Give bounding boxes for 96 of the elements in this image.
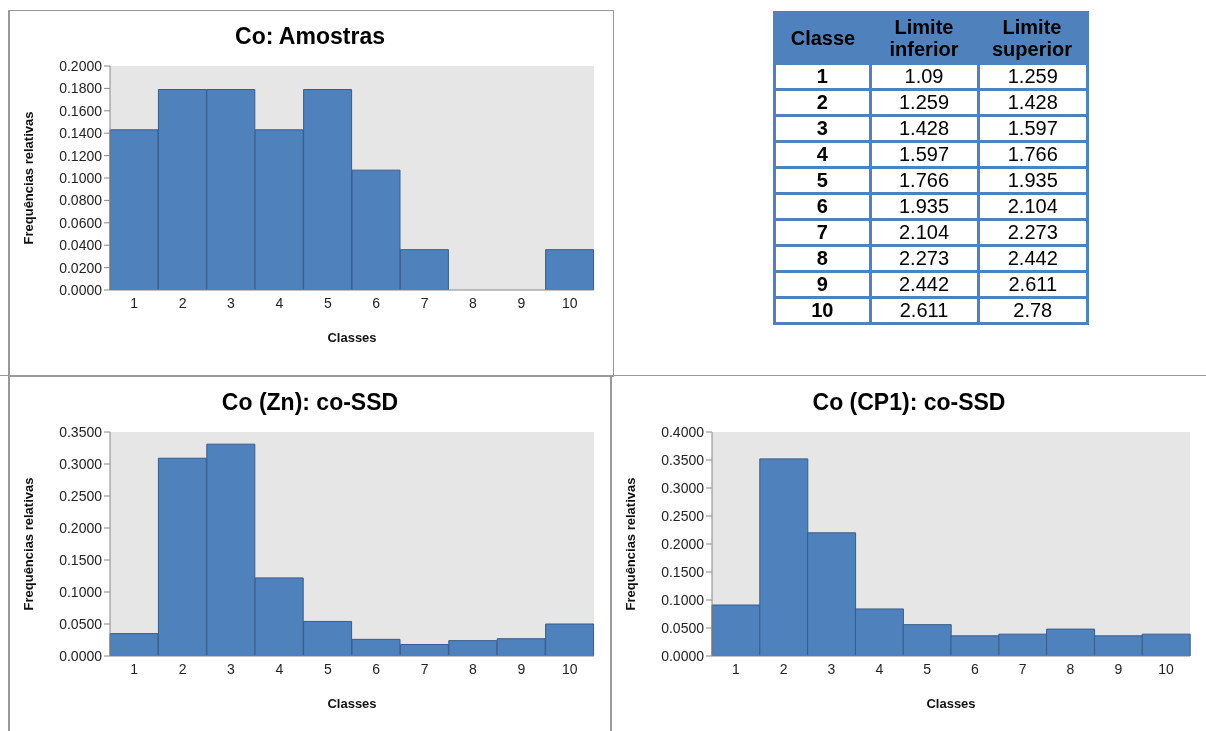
x-tick-label: 2 — [178, 294, 187, 311]
x-tick-label: 6 — [372, 660, 381, 677]
y-tick-label: 0.0000 — [661, 647, 705, 664]
x-tick-label: 1 — [130, 660, 139, 677]
chart-title: Co (CP1): co-SSD — [811, 388, 1007, 417]
data-label: 2.78 — [978, 297, 1088, 324]
chart-title: Co: Amostras — [234, 22, 386, 51]
data-label: 1.428 — [978, 89, 1088, 116]
x-tick-label: 4 — [875, 660, 884, 677]
x-tick-label: Limite superior — [978, 12, 1088, 64]
x-tick-label: 6 — [971, 660, 979, 677]
y-tick-label: 0.1600 — [59, 102, 103, 119]
data-label: 2.273 — [870, 245, 978, 272]
x-tick-label: 9 — [517, 294, 526, 311]
y-tick-label: 1 — [774, 63, 870, 90]
x-tick-label: 8 — [469, 294, 478, 311]
y-tick-label: 0.3000 — [661, 479, 705, 496]
x-tick-label: 1 — [732, 660, 740, 677]
x-tick-label: 8 — [1066, 660, 1075, 677]
y-tick-label: 8 — [774, 245, 870, 272]
x-tick-label: 1 — [130, 294, 139, 311]
data-label: 1.597 — [870, 141, 978, 168]
x-tick-label: 6 — [372, 294, 381, 311]
y-tick-label: 0.1500 — [59, 551, 103, 568]
data-label: 1.935 — [870, 193, 978, 220]
data-label: 1.259 — [978, 63, 1088, 90]
x-tick-label: 10 — [562, 660, 578, 677]
data-label: 2.611 — [978, 271, 1088, 298]
y-tick-label: 0.0400 — [59, 237, 103, 254]
data-label: 2.104 — [978, 193, 1088, 220]
x-tick-label: 8 — [469, 660, 478, 677]
data-label: 2.442 — [978, 245, 1088, 272]
y-tick-label: 0.1800 — [59, 80, 103, 97]
data-label: 1.259 — [870, 89, 978, 116]
data-label: 1.935 — [978, 167, 1088, 194]
y-tick-label: 0.1500 — [661, 563, 705, 580]
x-axis-title: Classes — [327, 696, 377, 711]
x-tick-label: 7 — [420, 660, 429, 677]
x-tick-label: 3 — [227, 294, 236, 311]
x-tick-label: 5 — [323, 660, 332, 677]
y-tick-label: 0.0800 — [59, 192, 103, 209]
x-tick-label: 9 — [517, 660, 526, 677]
y-tick-label: 0.1000 — [59, 583, 103, 600]
y-tick-label: 0.2000 — [59, 519, 103, 536]
y-axis-title: Frequências relativas — [20, 111, 36, 245]
y-axis-title: Classe — [774, 12, 870, 64]
data-label: 1.766 — [870, 167, 978, 194]
data-label: 1.09 — [870, 63, 978, 90]
y-tick-label: 0.2500 — [59, 487, 103, 504]
y-tick-label: 5 — [774, 167, 870, 194]
y-axis-title: Frequências relativas — [20, 477, 36, 611]
y-tick-label: 0.0500 — [661, 619, 705, 636]
y-tick-label: 0.2500 — [661, 507, 705, 524]
x-tick-label: 5 — [923, 660, 932, 677]
y-tick-label: 0.3500 — [59, 423, 103, 440]
y-tick-label: 0.2000 — [59, 57, 103, 74]
y-tick-label: 6 — [774, 193, 870, 220]
y-tick-label: 0.0200 — [59, 259, 103, 276]
x-tick-label: 5 — [323, 294, 332, 311]
y-tick-label: 0.1000 — [59, 169, 103, 186]
y-tick-label: 2 — [774, 89, 870, 116]
chart-title: Co (Zn): co-SSD — [220, 388, 400, 417]
y-tick-label: 0.1200 — [59, 147, 103, 164]
y-tick-label: 0.2000 — [661, 535, 705, 552]
x-tick-label: 2 — [178, 660, 187, 677]
y-tick-label: 0.0500 — [59, 615, 103, 632]
x-tick-label: Limite inferior — [870, 12, 978, 64]
x-tick-label: 10 — [562, 294, 578, 311]
y-tick-label: 3 — [774, 115, 870, 142]
y-tick-label: 0.4000 — [661, 423, 705, 440]
data-label: 2.104 — [870, 219, 978, 246]
x-axis-title: Classes — [327, 330, 377, 345]
data-label: 2.273 — [978, 219, 1088, 246]
y-tick-label: 7 — [774, 219, 870, 246]
y-tick-label: 0.0000 — [59, 281, 103, 298]
y-tick-label: 0.1000 — [661, 591, 705, 608]
y-tick-label: 0.3000 — [59, 455, 103, 472]
y-tick-label: 0.0600 — [59, 214, 103, 231]
data-label: 1.428 — [870, 115, 978, 142]
x-tick-label: 10 — [1158, 660, 1175, 677]
data-label: 1.597 — [978, 115, 1088, 142]
y-tick-label: 0.1400 — [59, 125, 103, 142]
data-label: 2.442 — [870, 271, 978, 298]
x-axis-title: Classes — [926, 696, 976, 711]
x-tick-label: 4 — [275, 294, 284, 311]
x-tick-label: 3 — [227, 660, 236, 677]
y-tick-label: 0.0000 — [59, 647, 103, 664]
x-tick-label: 7 — [420, 294, 429, 311]
x-tick-label: 4 — [275, 660, 284, 677]
x-tick-label: 9 — [1114, 660, 1123, 677]
data-label: 2.611 — [870, 297, 978, 324]
y-tick-label: 4 — [774, 141, 870, 168]
y-tick-label: 0.3500 — [661, 451, 705, 468]
x-tick-label: 7 — [1018, 660, 1027, 677]
data-label: 1.766 — [978, 141, 1088, 168]
y-axis-title: Frequências relativas — [622, 477, 638, 611]
